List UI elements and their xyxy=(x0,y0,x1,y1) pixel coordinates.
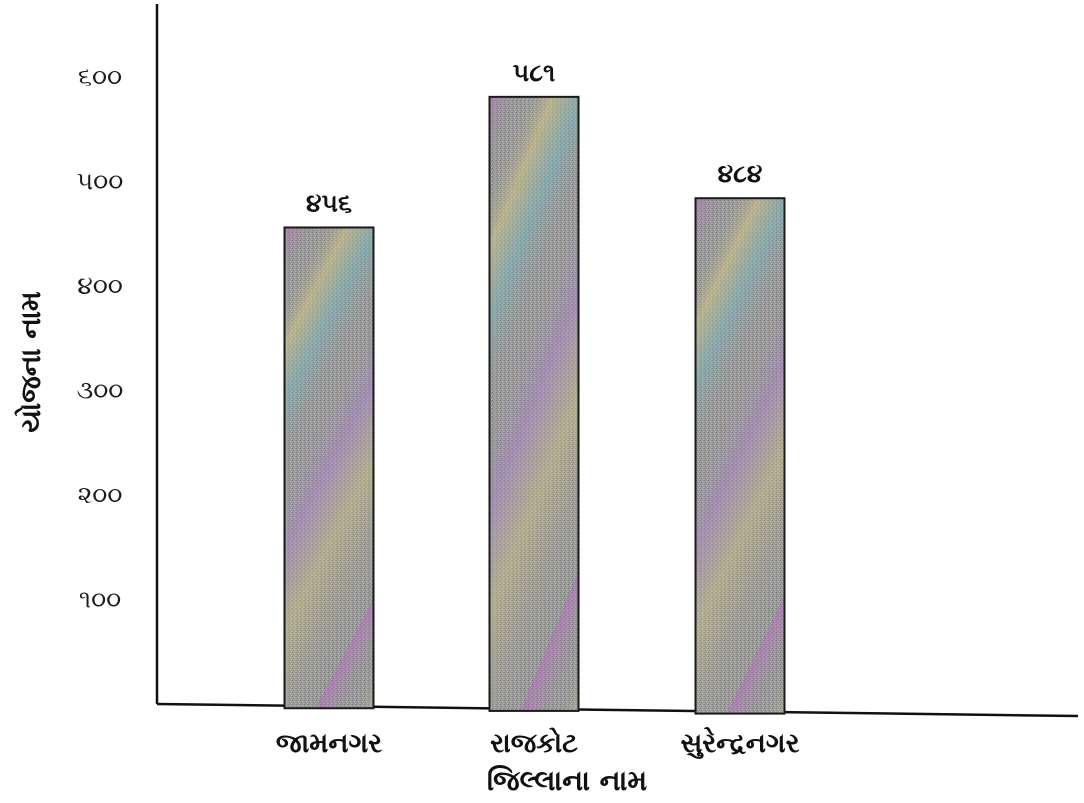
y-tick-label: ૧૦૦ xyxy=(79,585,121,614)
y-tick-label: ૬૦૦ xyxy=(78,62,122,91)
bar-sheen xyxy=(489,96,579,711)
value-label: ૪૮૪ xyxy=(718,159,763,188)
category-label: સુરેન્દ્રનગર xyxy=(680,727,799,760)
y-tick-label: ૨૦૦ xyxy=(78,480,123,509)
y-axis-title: યોજના નામ xyxy=(14,291,47,433)
value-label: ૫૮૧ xyxy=(513,58,555,87)
bars xyxy=(283,95,786,715)
category-labels: જામનગર રાજકોટ સુરેન્દ્રનગર xyxy=(276,727,800,760)
y-tick-labels: ૧૦૦ ૨૦૦ ૩૦૦ ૪૦૦ ૫૦૦ ૬૦૦ xyxy=(77,62,124,614)
bar-outline xyxy=(694,197,786,715)
category-label: રાજકોટ xyxy=(490,727,578,759)
y-tick-label: ૩૦૦ xyxy=(77,376,124,405)
y-tick-label: ૪૦૦ xyxy=(77,271,123,300)
bar xyxy=(694,197,786,715)
y-tick-label: ૫૦૦ xyxy=(77,167,124,196)
value-label: ૪૫૬ xyxy=(306,188,352,217)
bar-sheen xyxy=(695,198,785,714)
category-label: જામનગર xyxy=(276,728,382,759)
value-labels: ૪૫૬ ૫૮૧ ૪૮૪ xyxy=(306,58,762,218)
bar-sheen xyxy=(284,227,374,709)
bar xyxy=(283,226,375,710)
x-axis-title: જિલ્લાના નામ xyxy=(487,764,648,797)
bar xyxy=(488,95,580,712)
bar-outline xyxy=(283,226,375,710)
bar-outline xyxy=(488,95,580,712)
